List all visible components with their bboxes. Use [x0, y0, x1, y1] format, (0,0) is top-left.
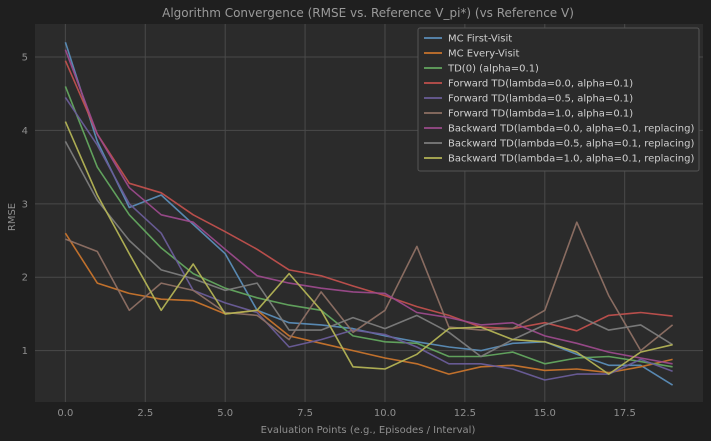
series-line-4	[64, 60, 673, 332]
legend-label: TD(0) (alpha=0.1)	[447, 64, 539, 75]
legend-label: Forward TD(lambda=0.0, alpha=0.1)	[448, 79, 633, 90]
series-line-3	[64, 86, 673, 368]
legend-label: Backward TD(lambda=0.5, alpha=0.1, repla…	[448, 139, 694, 150]
x-tick-label: 15.0	[534, 408, 556, 419]
series-line-6	[65, 221, 674, 352]
x-tick-label: 5.0	[217, 408, 233, 419]
x-tick-label: 12.5	[454, 408, 476, 419]
legend-box	[417, 27, 700, 172]
chart-title: Algorithm Convergence (RMSE vs. Referenc…	[162, 6, 574, 20]
series-lines	[64, 42, 674, 386]
series-line-8	[64, 141, 674, 358]
legend-label: Forward TD(lambda=0.5, alpha=0.1)	[448, 94, 633, 105]
y-tick-label: 3	[22, 199, 28, 210]
legend-label: Backward TD(lambda=0.0, alpha=0.1, repla…	[448, 124, 694, 135]
y-tick-label: 5	[22, 53, 28, 64]
legend-label: MC Every-Visit	[448, 49, 519, 60]
series-line-7	[64, 49, 673, 365]
x-tick-label: 10.0	[374, 408, 396, 419]
series-line-5	[64, 96, 673, 381]
legend-label: MC First-Visit	[448, 34, 512, 45]
x-tick-label: 2.5	[137, 408, 153, 419]
legend-label: Backward TD(lambda=1.0, alpha=0.1, repla…	[448, 154, 694, 165]
tick-labels: 0.0 2.5 5.0 7.5 10.0 12.5 15.0 17.5 1 2 3 4 5	[22, 53, 636, 419]
series-line-9	[64, 121, 673, 375]
x-tick-label: 17.5	[614, 408, 636, 419]
y-tick-label: 4	[22, 126, 28, 137]
series-line-2	[64, 232, 673, 375]
x-axis-title: Evaluation Points (e.g., Episodes / Inte…	[261, 425, 476, 436]
legend-label: Forward TD(lambda=1.0, alpha=0.1)	[448, 109, 633, 120]
x-tick-label: 7.5	[297, 408, 313, 419]
y-tick-label: 1	[22, 346, 28, 357]
y-tick-label: 2	[22, 273, 28, 284]
y-axis-title: RMSE	[7, 203, 18, 231]
x-tick-label: 0.0	[57, 408, 73, 419]
legend: MC First-Visit MC Every-Visit TD(0) (alpha…	[417, 27, 700, 172]
